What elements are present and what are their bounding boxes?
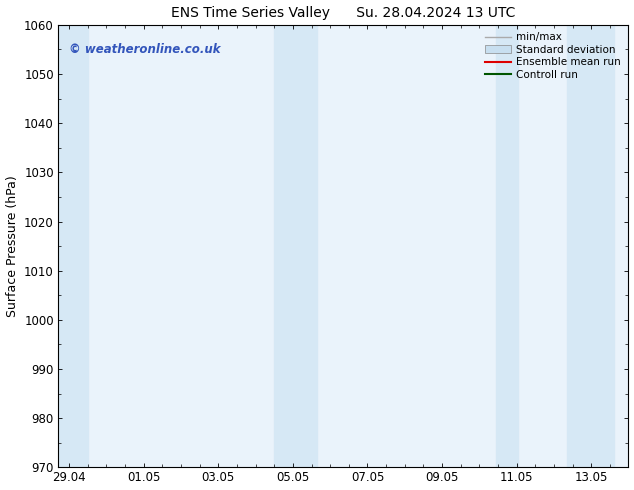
Bar — [297, 25, 317, 467]
Bar — [275, 25, 297, 467]
Y-axis label: Surface Pressure (hPa): Surface Pressure (hPa) — [6, 175, 18, 317]
Text: © weatheronline.co.uk: © weatheronline.co.uk — [70, 43, 221, 55]
Bar — [589, 25, 614, 467]
Bar — [58, 25, 88, 467]
Bar — [496, 25, 519, 467]
Bar — [567, 25, 589, 467]
Title: ENS Time Series Valley      Su. 28.04.2024 13 UTC: ENS Time Series Valley Su. 28.04.2024 13… — [171, 5, 515, 20]
Legend: min/max, Standard deviation, Ensemble mean run, Controll run: min/max, Standard deviation, Ensemble me… — [483, 30, 623, 82]
